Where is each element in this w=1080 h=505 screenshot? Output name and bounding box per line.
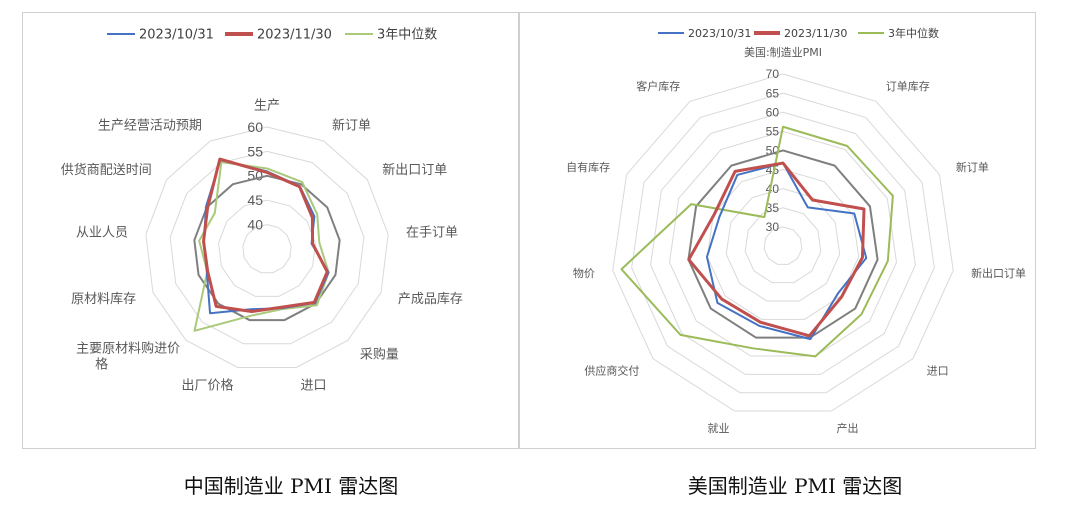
axis-label: 生产经营活动预期 [98,119,202,134]
series-line-reference [687,149,879,339]
radial-tick-label: 45 [247,192,263,208]
us-pmi-radar-panel: 30 35 40 45 50 55 60 65 70 美国:制造业PMI 订单库存 新订单 新出口订单进… [519,12,1036,449]
radial-tick-label: 60 [766,105,780,119]
legend-label: 2023/11/30 [257,28,332,43]
axis-label: 进口 [927,364,949,377]
radial-tick-label: 60 [247,119,263,135]
axis-label: 客户库存 [636,79,680,93]
grid-ring [650,111,916,375]
series-line-2023/10/31 [705,162,868,341]
axis-label: 新订单 [956,160,989,174]
axis-label: 自有库存 [566,160,610,174]
axis-label: 生产 [254,99,280,114]
grid-ring [725,188,841,302]
legend-label: 3年中位数 [888,26,939,40]
axis-label: 物价 [573,266,595,280]
axis-label: 进口 [301,378,327,393]
axis-label: 就业 [707,421,729,435]
china-chart-caption: 中国制造业 PMI 雷达图 [183,474,399,498]
series-line-3年中位数 [193,161,330,332]
legend-label: 2023/11/30 [784,27,847,40]
radar-grid [145,126,389,368]
axis-label: 美国:制造业PMI [744,45,822,59]
legend: 2023/10/31 2023/11/30 3年中位数 [107,28,437,43]
axis-label: 原材料库存 [71,291,136,307]
radial-tick-label: 55 [247,143,263,159]
us-pmi-radar-chart: 303540455055606570美国:制造业PMI订单库存新订单新出口订单进… [566,26,1026,435]
axis-label: 供货商配送时间 [61,162,152,178]
radial-tick-label: 70 [766,67,780,81]
grid-ring [744,207,822,284]
radar-grid [612,73,954,412]
axis-label: 新出口订单 [971,266,1026,280]
radial-tick-label: 65 [766,86,780,100]
series-line-2023/10/31 [203,158,330,315]
legend-label: 2023/10/31 [688,27,751,40]
axis-label: 产出 [837,421,859,435]
axis-label: 在手订单 [406,226,458,241]
grid-ring [242,224,292,274]
grid-ring [169,150,365,345]
china-pmi-radar-chart: 4045505560生产新订单新出口订单在手订单产成品库存采购量进口出厂价格主要… [61,28,463,394]
axis-label: 主要原材料购进价格 [76,340,180,372]
radial-tick-label: 30 [766,220,780,234]
radial-tick-label: 40 [247,217,263,233]
axis-label: 供应商交付 [584,363,639,377]
series-line-2023/11/30 [687,161,866,338]
china-pmi-radar-panel: 40 45 50 55 60 生产 新订单 新出口订单 在手订单 产成品库存 采购量 进口 出厂价格 主要… [22,12,519,449]
axis-label: 出厂价格 [181,377,233,393]
radial-tick-label: 35 [766,201,780,215]
grid-ring [631,92,935,394]
axis-label: 产成品库存 [398,291,463,307]
grid-ring [763,226,803,265]
us-chart-caption: 美国制造业 PMI 雷达图 [687,474,903,498]
axis-label: 新出口订单 [382,162,447,178]
radial-tick-label: 55 [766,125,780,139]
legend-label: 2023/10/31 [139,28,214,43]
axis-label: 订单库存 [886,79,930,93]
series-line-3年中位数 [620,125,894,358]
legend-label: 3年中位数 [377,28,437,43]
grid-ring [145,126,389,368]
legend: 2023/10/31 2023/11/30 3年中位数 [658,26,939,40]
grid-ring [218,199,316,297]
axis-label: 从业人员 [76,226,128,241]
grid-ring [612,73,954,412]
axis-label: 新订单 [332,118,371,134]
grid-ring [668,130,898,357]
series-line-2023/11/30 [202,157,329,314]
grid-ring [687,149,879,339]
axis-label: 采购量 [360,346,399,362]
radial-tick-label: 40 [766,182,780,196]
